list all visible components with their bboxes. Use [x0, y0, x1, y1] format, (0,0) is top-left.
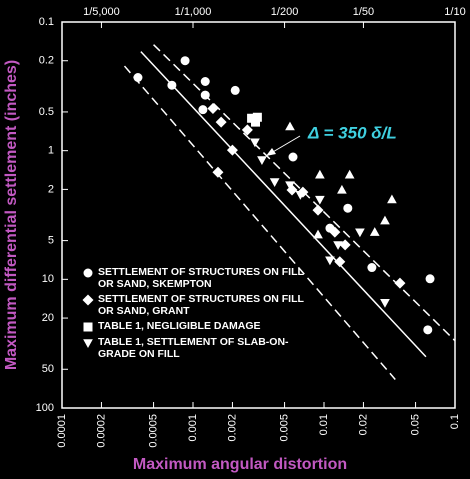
point — [285, 121, 295, 131]
point — [337, 184, 347, 194]
point — [82, 294, 94, 306]
x-tick-label: 0.05 — [409, 414, 421, 435]
point — [269, 178, 280, 187]
point — [380, 299, 390, 308]
y-tick-label: 0.1 — [39, 16, 54, 28]
x-tick-label: 0.0002 — [95, 414, 107, 448]
point — [200, 90, 210, 100]
point — [198, 105, 208, 115]
point — [355, 228, 365, 238]
y-tick-label: 10 — [42, 273, 54, 285]
annotation: Δ = 350 δ/L — [307, 123, 397, 142]
point — [212, 166, 224, 178]
point — [295, 191, 306, 200]
top-tick-label: 1/200 — [271, 6, 299, 18]
point — [387, 194, 397, 204]
point — [343, 203, 353, 213]
point — [288, 152, 298, 162]
legend-entry: SETTLEMENT OF STRUCTURES ON FILL OR SAND… — [82, 293, 307, 317]
point — [312, 204, 324, 216]
x-tick-label: 0.002 — [226, 414, 238, 442]
top-tick-label: 1/5,000 — [83, 6, 120, 18]
reference-line — [140, 51, 427, 358]
y-tick-label: 1 — [48, 145, 54, 157]
x-tick-label: 0.1 — [449, 414, 461, 429]
y-tick-label: 50 — [42, 363, 54, 375]
legend-marker — [82, 294, 94, 306]
x-axis-title: Maximum angular distortion — [133, 456, 347, 473]
point — [167, 80, 177, 90]
point — [83, 322, 93, 332]
legend-marker — [83, 322, 93, 332]
point — [250, 138, 260, 148]
point — [241, 124, 253, 136]
y-tick-label: 0.5 — [39, 106, 54, 118]
annotation-arrowhead — [266, 148, 276, 156]
point — [226, 144, 238, 156]
point — [367, 263, 377, 273]
point — [425, 274, 435, 284]
legend-marker — [83, 268, 93, 278]
plot-frame — [61, 21, 456, 409]
point — [369, 227, 380, 236]
point — [423, 325, 433, 335]
legend-label: TABLE 1, NEGLIGIBLE DAMAGE — [98, 320, 261, 332]
point — [257, 156, 267, 165]
legend-label: SETTLEMENT OF STRUCTURES ON FILL OR SAND… — [98, 266, 304, 290]
y-tick-label: 5 — [48, 235, 54, 247]
point — [313, 229, 323, 239]
point — [207, 102, 219, 114]
point — [339, 239, 351, 251]
top-tick-label: 1/10 — [444, 6, 465, 18]
y-tick-label: 20 — [42, 312, 54, 324]
point — [180, 56, 190, 66]
legend-entry: SETTLEMENT OF STRUCTURES ON FILL OR SAND… — [82, 266, 307, 290]
point — [286, 184, 298, 196]
point — [325, 256, 335, 266]
top-tick-label: 1/50 — [353, 6, 374, 18]
point — [133, 73, 143, 83]
x-tick-label: 0.0001 — [56, 414, 68, 448]
point — [215, 116, 227, 128]
point — [344, 169, 355, 179]
y-tick-label: 2 — [48, 183, 54, 195]
legend-label: SETTLEMENT OF STRUCTURES ON FILL OR SAND… — [98, 293, 304, 317]
y-tick-label: 0.2 — [39, 55, 54, 67]
x-tick-label: 0.02 — [357, 414, 369, 435]
point — [83, 339, 93, 349]
point — [334, 256, 346, 268]
point — [285, 181, 295, 191]
x-tick-label: 0.001 — [187, 414, 199, 442]
point — [315, 195, 325, 205]
y-axis-title: Maximum differential settlement (inches) — [3, 60, 20, 370]
point — [251, 117, 261, 127]
point — [315, 169, 325, 179]
point — [333, 241, 343, 250]
legend-entry: TABLE 1, NEGLIGIBLE DAMAGE — [82, 320, 307, 333]
point — [200, 76, 210, 86]
legend: SETTLEMENT OF STRUCTURES ON FILL OR SAND… — [82, 266, 307, 363]
x-tick-label: 0.01 — [318, 414, 330, 435]
top-tick-label: 1/1,000 — [175, 6, 212, 18]
legend-entry: TABLE 1, SETTLEMENT OF SLAB-ON-GRADE ON … — [82, 336, 307, 360]
legend-label: TABLE 1, SETTLEMENT OF SLAB-ON-GRADE ON … — [98, 336, 289, 360]
x-tick-label: 0.0005 — [147, 414, 159, 448]
legend-marker — [83, 339, 93, 349]
point — [329, 226, 341, 238]
point — [230, 85, 240, 95]
y-tick-label: 100 — [36, 402, 54, 414]
point — [380, 215, 390, 225]
point — [83, 268, 93, 278]
x-tick-label: 0.005 — [278, 414, 290, 442]
point — [394, 277, 406, 289]
